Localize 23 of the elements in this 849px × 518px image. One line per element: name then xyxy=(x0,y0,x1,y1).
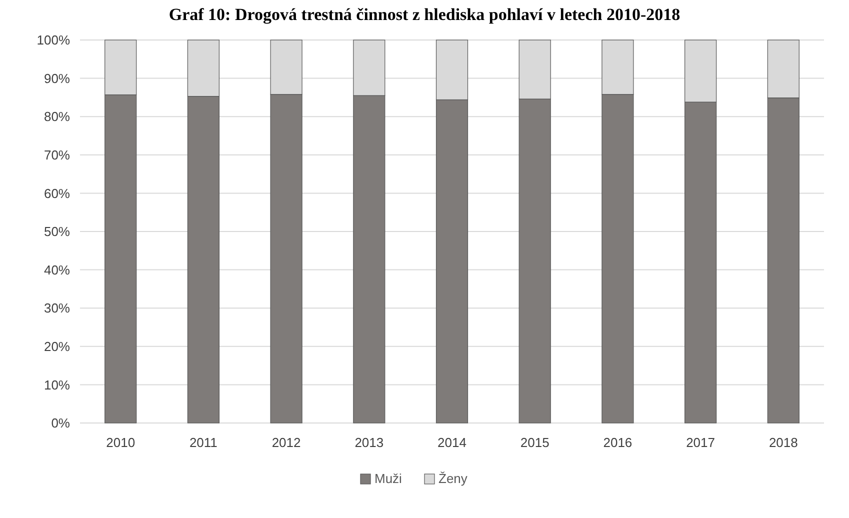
y-tick-label: 30% xyxy=(44,300,70,316)
x-tick-label: 2012 xyxy=(272,435,301,450)
chart-title: Graf 10: Drogová trestná činnost z hlediska pohlaví v letech 2010-2018 xyxy=(168,5,680,24)
x-tick-label: 2013 xyxy=(354,435,384,450)
y-tick-label: 100% xyxy=(36,32,70,48)
y-tick-label: 70% xyxy=(44,147,70,162)
x-tick-label: 2010 xyxy=(106,435,136,450)
x-tick-label: 2017 xyxy=(686,435,716,450)
y-tick-label: 0% xyxy=(51,416,70,431)
y-tick-label: 60% xyxy=(44,186,70,201)
y-tick-label: 90% xyxy=(44,70,70,86)
x-tick-label: 2011 xyxy=(189,435,218,450)
legend-label: Ženy xyxy=(438,471,468,486)
x-tick-label: 2014 xyxy=(438,435,466,450)
y-tick-label: 10% xyxy=(44,377,70,392)
legend-label: Muži xyxy=(374,471,402,486)
x-tick-label: 2015 xyxy=(520,435,550,450)
y-tick-label: 80% xyxy=(44,109,70,124)
y-tick-label: 40% xyxy=(44,262,70,278)
y-tick-label: 20% xyxy=(44,338,70,354)
x-tick-label: 2016 xyxy=(603,435,632,450)
x-tick-label: 2018 xyxy=(768,435,798,450)
y-tick-label: 50% xyxy=(44,224,70,240)
